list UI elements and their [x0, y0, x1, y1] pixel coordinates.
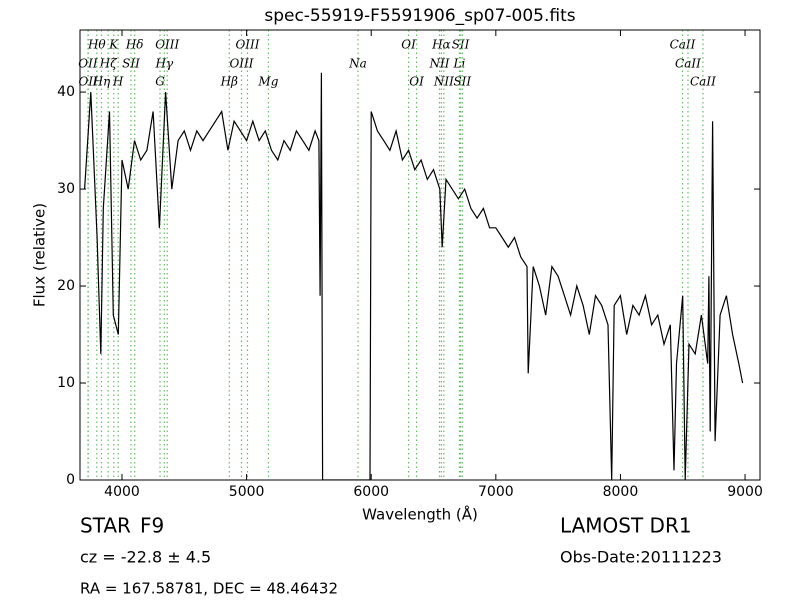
spectral-line-label: H [112, 75, 124, 89]
y-axis-label: Flux (relative) [31, 203, 49, 307]
x-tick-label: 6000 [353, 484, 389, 500]
spectral-line-label: NII [433, 75, 454, 89]
spectral-line-label: Hγ [155, 57, 174, 71]
spectrum-line [84, 72, 744, 480]
x-tick-label: 4000 [104, 484, 140, 500]
spectral-line-label: OIII [235, 38, 259, 52]
x-tick-label: 7000 [478, 484, 514, 500]
survey: LAMOST DR1 [560, 514, 692, 538]
x-tick-label: 8000 [603, 484, 639, 500]
spectral-line-label: G [155, 75, 165, 89]
spectral-line-label: Hθ [87, 38, 106, 52]
spectral-line-label: CaII [690, 75, 716, 89]
subclass: F9 [140, 514, 164, 538]
spectral-line-label: Hη [92, 75, 111, 89]
spectral-line-label: Hα [431, 38, 451, 52]
spectral-line-label: Hζ [99, 57, 118, 71]
spectral-line-label: Hδ [125, 38, 144, 52]
chart-title: spec-55919-F5591906_sp07-005.fits [264, 6, 575, 26]
spectral-line-label: Mg [257, 75, 278, 89]
spectral-line-label: Hβ [220, 75, 238, 89]
spectral-line-label: SII [122, 57, 140, 71]
spectral-line-label: OII [78, 57, 98, 71]
spectral-line-label: SII [452, 38, 470, 52]
x-tick-label: 5000 [229, 484, 265, 500]
x-tick-label: 9000 [727, 484, 763, 500]
spectral-line-label: Na [348, 57, 367, 71]
spectral-line-label: OI [409, 75, 424, 89]
spectral-line-label: OIII [155, 38, 179, 52]
coordinates: RA = 167.58781, DEC = 48.46432 [80, 580, 338, 598]
spectral-line-label: Li [453, 57, 466, 71]
y-tick-label: 40 [57, 84, 75, 100]
y-tick-label: 10 [57, 375, 75, 391]
plot-frame [79, 29, 761, 481]
spectral-line-label: CaII [670, 38, 696, 52]
y-tick-label: 0 [66, 472, 75, 488]
spectral-line-label: OI [401, 38, 416, 52]
spectral-line-label: NII [429, 57, 450, 71]
spectral-line-label: SII [453, 75, 471, 89]
redshift: cz = -22.8 ± 4.5 [80, 548, 211, 567]
y-tick-label: 20 [57, 278, 75, 294]
obs-date: Obs-Date:20111223 [560, 548, 722, 567]
spectral-line-label: K [108, 38, 119, 52]
spectral-line-label: OIII [229, 57, 253, 71]
x-axis-label: Wavelength (Å) [362, 505, 478, 524]
spectral-line-label: CaII [675, 57, 701, 71]
y-tick-label: 30 [57, 181, 75, 197]
spectral-line-label: OII [79, 75, 99, 89]
object-class: STAR [80, 514, 131, 538]
